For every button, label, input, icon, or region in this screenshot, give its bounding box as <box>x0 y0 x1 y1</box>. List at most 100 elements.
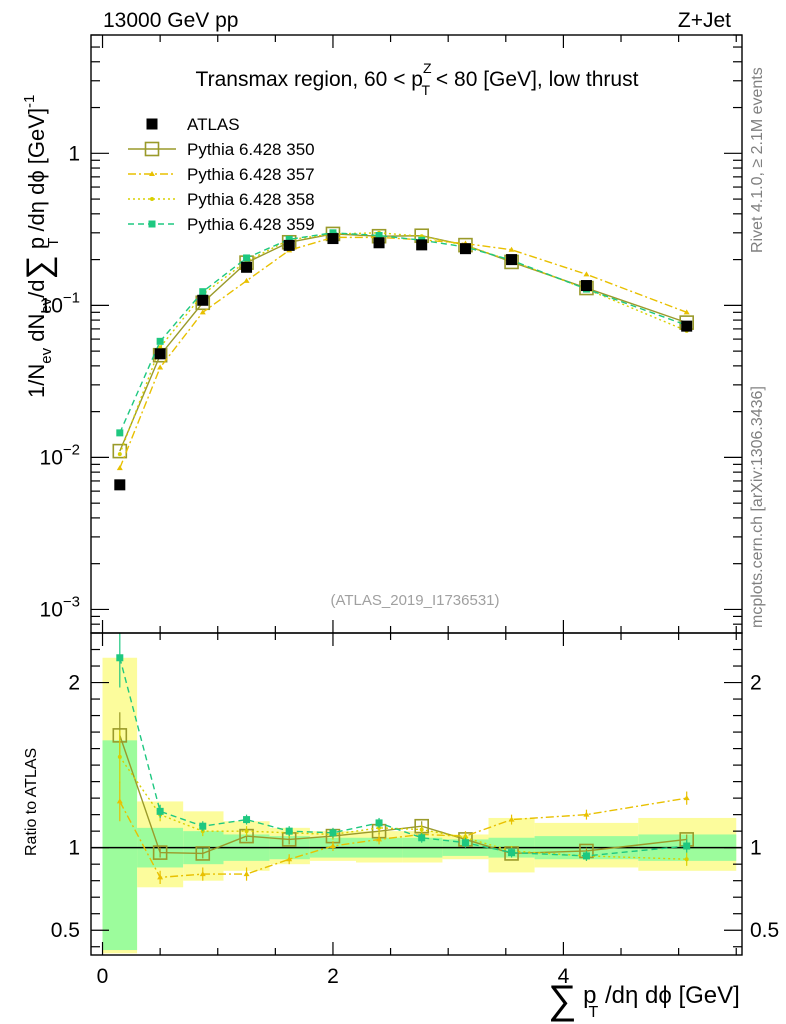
legend-label: Pythia 6.428 357 <box>187 165 315 184</box>
ratio-series-point <box>157 874 164 880</box>
ratio-y-tick-label-right: 2 <box>750 672 762 695</box>
main-series-point <box>156 337 164 345</box>
legend-label: Pythia 6.428 359 <box>187 215 315 234</box>
ratio-frame <box>90 632 743 956</box>
y-tick-label: 1 <box>68 142 80 165</box>
plot-title-post: < 80 [GeV], low thrust <box>430 68 639 91</box>
main-series-point <box>116 429 124 437</box>
legend-marker <box>149 171 155 176</box>
data-point <box>197 294 209 306</box>
main-series-point <box>285 235 293 243</box>
main-series-point <box>116 465 123 471</box>
ratio-series-point <box>329 843 336 849</box>
main-series-line <box>119 233 687 452</box>
ratio-series-point <box>152 845 168 860</box>
main-series-point <box>683 309 690 315</box>
data-point <box>114 479 126 491</box>
ratio-series-point <box>419 827 424 832</box>
main-series-line <box>119 232 687 434</box>
legend-label: ATLAS <box>187 115 240 134</box>
y-axis-label-main: 1/Nev dNev/d∑ pT /dη dϕ [GeV]-1 <box>20 95 62 398</box>
ratio-series-point <box>329 829 337 837</box>
data-point <box>681 320 693 332</box>
data-point <box>327 233 339 245</box>
ratio-series-point <box>243 816 251 824</box>
data-point <box>580 280 592 292</box>
main-series-point <box>243 277 250 283</box>
legend-marker <box>148 220 156 228</box>
data-point <box>283 239 295 251</box>
main-series-point <box>158 345 163 350</box>
ratio-series-line <box>119 756 687 860</box>
ratio-series-point <box>583 811 590 817</box>
main-series-line <box>119 232 687 455</box>
ratio-series-point <box>461 839 469 847</box>
main-series-point <box>117 452 122 457</box>
ratio-series-point <box>418 834 426 842</box>
ratio-series-point <box>156 807 164 815</box>
x-tick-label: 2 <box>327 965 339 988</box>
legend-label: Pythia 6.428 358 <box>187 190 315 209</box>
rivet-label: Rivet 4.1.0, ≥ 2.1M events <box>749 67 766 253</box>
main-series-line <box>119 236 687 469</box>
legend-marker <box>144 141 160 157</box>
main-series-point <box>508 246 515 252</box>
ratio-series-point <box>199 822 207 830</box>
ratio-y-tick-label-right: 0.5 <box>750 919 779 942</box>
ratio-series-point <box>195 846 211 861</box>
ratio-series-point <box>244 829 249 834</box>
ratio-series-point <box>582 852 590 860</box>
ratio-series-line <box>119 657 687 857</box>
y-tick-label: 10−3 <box>40 593 80 621</box>
legend-marker <box>146 118 158 130</box>
ratio-y-tick-label: 2 <box>68 672 80 695</box>
ratio-series-point <box>199 871 206 877</box>
ratio-series-point <box>683 795 690 801</box>
legend: ATLAS Pythia 6.428 350 Pythia 6.428 357 Pyt… <box>128 115 315 234</box>
ratio-series-point <box>508 849 516 857</box>
legend-label: Pythia 6.428 350 <box>187 140 315 159</box>
y-axis-label-ratio: Ratio to ATLAS <box>23 748 40 856</box>
header-left: 13000 GeV pp <box>103 9 238 32</box>
ratio-series-point <box>508 816 515 822</box>
y-tick-label: 10−1 <box>40 289 80 317</box>
ratio-y-tick-label-right: 1 <box>750 837 762 860</box>
ratio-series-point <box>243 871 250 877</box>
main-series-point <box>199 309 206 315</box>
plot-title-pre: Transmax region, 60 < p <box>196 68 423 91</box>
main-series-point <box>583 271 590 277</box>
ratio-series-point <box>286 856 293 862</box>
main-series-point <box>329 229 337 237</box>
plot-title-sup: Z <box>423 60 432 76</box>
ratio-series-point <box>116 798 123 804</box>
data-point <box>154 348 166 360</box>
data-point <box>506 254 518 266</box>
ratio-series-point <box>684 857 689 862</box>
plot-title: Transmax region, 60 < pZ T < 80 [GeV], lo… <box>196 60 639 98</box>
data-point <box>241 261 253 273</box>
ratio-series-point <box>376 836 383 842</box>
ratio-series-point <box>375 819 383 827</box>
main-series-point <box>243 254 251 262</box>
x-tick-label: 4 <box>558 965 570 988</box>
ratio-series-point <box>683 842 691 850</box>
header-right: Z+Jet <box>678 9 731 32</box>
legend-marker <box>150 197 154 201</box>
ratio-series-point <box>116 654 124 662</box>
main-series-point <box>375 232 383 240</box>
ratio-y-tick-label: 0.5 <box>51 919 80 942</box>
ratio-series-point <box>117 754 122 759</box>
main-series-point <box>199 288 207 296</box>
plot-title-sub: T <box>422 82 431 98</box>
main-series-point <box>157 364 164 370</box>
x-tick-label: 0 <box>97 965 109 988</box>
data-point <box>373 237 385 249</box>
ratio-series-point <box>285 827 293 835</box>
analysis-id: (ATLAS_2019_I1736531) <box>330 592 499 609</box>
ratio-y-tick-label: 1 <box>68 837 80 860</box>
data-point <box>416 239 428 251</box>
data-point <box>459 243 471 255</box>
y-tick-label: 10−2 <box>40 441 80 469</box>
